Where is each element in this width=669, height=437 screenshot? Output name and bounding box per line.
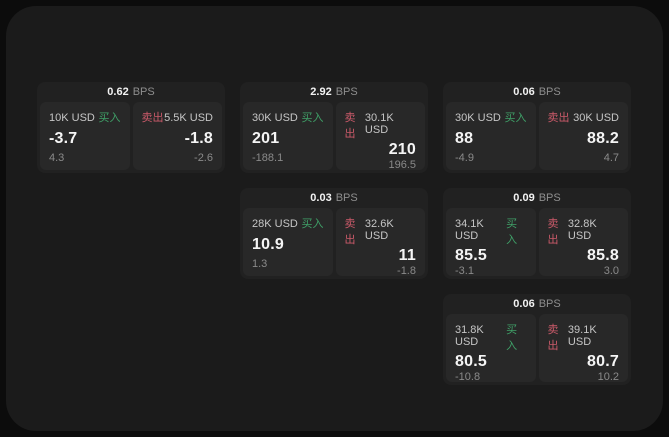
sell-sub-value: 10.2 bbox=[597, 371, 619, 383]
buy-amount: 30K USD bbox=[455, 112, 501, 124]
bps-value: 0.06 bbox=[513, 86, 535, 98]
buy-price: 85.5 bbox=[455, 247, 487, 264]
bps-suffix-label: BPS bbox=[538, 86, 561, 98]
sell-sub-value: 196.5 bbox=[388, 159, 416, 171]
sell-side-label: 卖出 bbox=[547, 324, 559, 352]
buy-side-label: 买入 bbox=[98, 112, 121, 124]
sell-amount: 5.5K USD bbox=[164, 112, 213, 124]
bps-suffix-label: BPS bbox=[335, 192, 358, 204]
bps-suffix-label: BPS bbox=[335, 86, 358, 98]
sell-tile[interactable]: 卖出 32.8K USD 85.8 3.0 bbox=[538, 208, 628, 277]
sell-amount: 39.1K USD bbox=[567, 324, 597, 348]
quote-card-6: 0.06 BPS 31.8K USD 买入 80.5 -10.8 卖出 39.1… bbox=[443, 294, 631, 385]
buy-tile[interactable]: 34.1K USD 买入 85.5 -3.1 bbox=[446, 208, 536, 277]
buy-tile[interactable]: 31.8K USD 买入 80.5 -10.8 bbox=[446, 314, 536, 383]
sell-side-label: 卖出 bbox=[141, 112, 164, 124]
sell-side-label: 卖出 bbox=[344, 112, 356, 140]
bps-value: 0.62 bbox=[107, 86, 129, 98]
buy-tile[interactable]: 10K USD 买入 -3.7 4.3 bbox=[40, 102, 130, 170]
quote-card-2: 2.92 BPS 30K USD 买入 201 -188.1 卖出 30.1K … bbox=[240, 82, 428, 173]
buy-amount: 34.1K USD bbox=[455, 218, 484, 242]
sell-amount: 30K USD bbox=[573, 112, 619, 124]
sell-tile[interactable]: 卖出 5.5K USD -1.8 -2.6 bbox=[132, 102, 222, 170]
buy-side-label: 买入 bbox=[506, 218, 518, 246]
quote-card-3: 0.06 BPS 30K USD 买入 88 -4.9 卖出 30K USD bbox=[443, 82, 631, 173]
buy-amount: 31.8K USD bbox=[455, 324, 484, 348]
bps-value: 0.09 bbox=[513, 192, 535, 204]
bps-suffix-label: BPS bbox=[538, 298, 561, 310]
sell-tile[interactable]: 卖出 30.1K USD 210 196.5 bbox=[335, 102, 425, 171]
sell-sub-value: 3.0 bbox=[603, 265, 619, 277]
sell-price: 210 bbox=[388, 141, 416, 158]
buy-sub-value: -10.8 bbox=[455, 371, 481, 383]
sell-amount: 32.8K USD bbox=[567, 218, 597, 242]
sell-tile[interactable]: 卖出 32.6K USD 11 -1.8 bbox=[335, 208, 425, 277]
sell-tile[interactable]: 卖出 30K USD 88.2 4.7 bbox=[538, 102, 628, 170]
buy-price: 201 bbox=[252, 129, 280, 147]
sell-side-label: 卖出 bbox=[547, 218, 559, 246]
sell-price: 80.7 bbox=[587, 353, 619, 370]
buy-price: -3.7 bbox=[49, 129, 78, 147]
bps-header: 0.06 BPS bbox=[446, 82, 628, 102]
app-panel: 0.62 BPS 10K USD 买入 -3.7 4.3 卖出 5.5K USD bbox=[6, 6, 663, 431]
bps-suffix-label: BPS bbox=[132, 86, 155, 98]
bps-header: 0.03 BPS bbox=[243, 188, 425, 208]
bps-value: 0.06 bbox=[513, 298, 535, 310]
sell-price: 88.2 bbox=[587, 129, 619, 147]
sell-price: 11 bbox=[398, 247, 416, 264]
buy-amount: 30K USD bbox=[252, 112, 298, 124]
sell-amount: 30.1K USD bbox=[364, 112, 394, 136]
buy-sub-value: -188.1 bbox=[252, 152, 284, 164]
buy-price: 10.9 bbox=[252, 235, 284, 253]
sell-amount: 32.6K USD bbox=[364, 218, 394, 242]
buy-side-label: 买入 bbox=[506, 324, 518, 352]
buy-sub-value: -3.1 bbox=[455, 265, 474, 277]
bps-header: 2.92 BPS bbox=[243, 82, 425, 102]
buy-side-label: 买入 bbox=[301, 218, 324, 230]
buy-price: 80.5 bbox=[455, 353, 487, 370]
bps-header: 0.09 BPS bbox=[446, 188, 628, 208]
buy-sub-value: 4.3 bbox=[49, 152, 65, 164]
buy-tile[interactable]: 28K USD 买入 10.9 1.3 bbox=[243, 208, 333, 276]
buy-side-label: 买入 bbox=[504, 112, 527, 124]
buy-amount: 10K USD bbox=[49, 112, 95, 124]
sell-sub-value: -2.6 bbox=[194, 152, 213, 164]
buy-sub-value: -4.9 bbox=[455, 152, 474, 164]
quote-card-grid: 0.62 BPS 10K USD 买入 -3.7 4.3 卖出 5.5K USD bbox=[37, 82, 631, 385]
quote-card-1: 0.62 BPS 10K USD 买入 -3.7 4.3 卖出 5.5K USD bbox=[37, 82, 225, 173]
buy-tile[interactable]: 30K USD 买入 201 -188.1 bbox=[243, 102, 333, 170]
buy-amount: 28K USD bbox=[252, 218, 298, 230]
buy-sub-value: 1.3 bbox=[252, 258, 268, 270]
sell-price: -1.8 bbox=[184, 129, 213, 147]
sell-price: 85.8 bbox=[587, 247, 619, 264]
quote-card-4: 0.03 BPS 28K USD 买入 10.9 1.3 卖出 32.6K US… bbox=[240, 188, 428, 279]
bps-suffix-label: BPS bbox=[538, 192, 561, 204]
sell-sub-value: 4.7 bbox=[603, 152, 619, 164]
bps-value: 0.03 bbox=[310, 192, 332, 204]
sell-sub-value: -1.8 bbox=[397, 265, 416, 277]
bps-header: 0.06 BPS bbox=[446, 294, 628, 314]
quote-card-5: 0.09 BPS 34.1K USD 买入 85.5 -3.1 卖出 32.8K… bbox=[443, 188, 631, 279]
bps-header: 0.62 BPS bbox=[40, 82, 222, 102]
sell-side-label: 卖出 bbox=[547, 112, 570, 124]
sell-tile[interactable]: 卖出 39.1K USD 80.7 10.2 bbox=[538, 314, 628, 383]
buy-price: 88 bbox=[455, 129, 474, 147]
bps-value: 2.92 bbox=[310, 86, 332, 98]
buy-tile[interactable]: 30K USD 买入 88 -4.9 bbox=[446, 102, 536, 170]
buy-side-label: 买入 bbox=[301, 112, 324, 124]
sell-side-label: 卖出 bbox=[344, 218, 356, 246]
